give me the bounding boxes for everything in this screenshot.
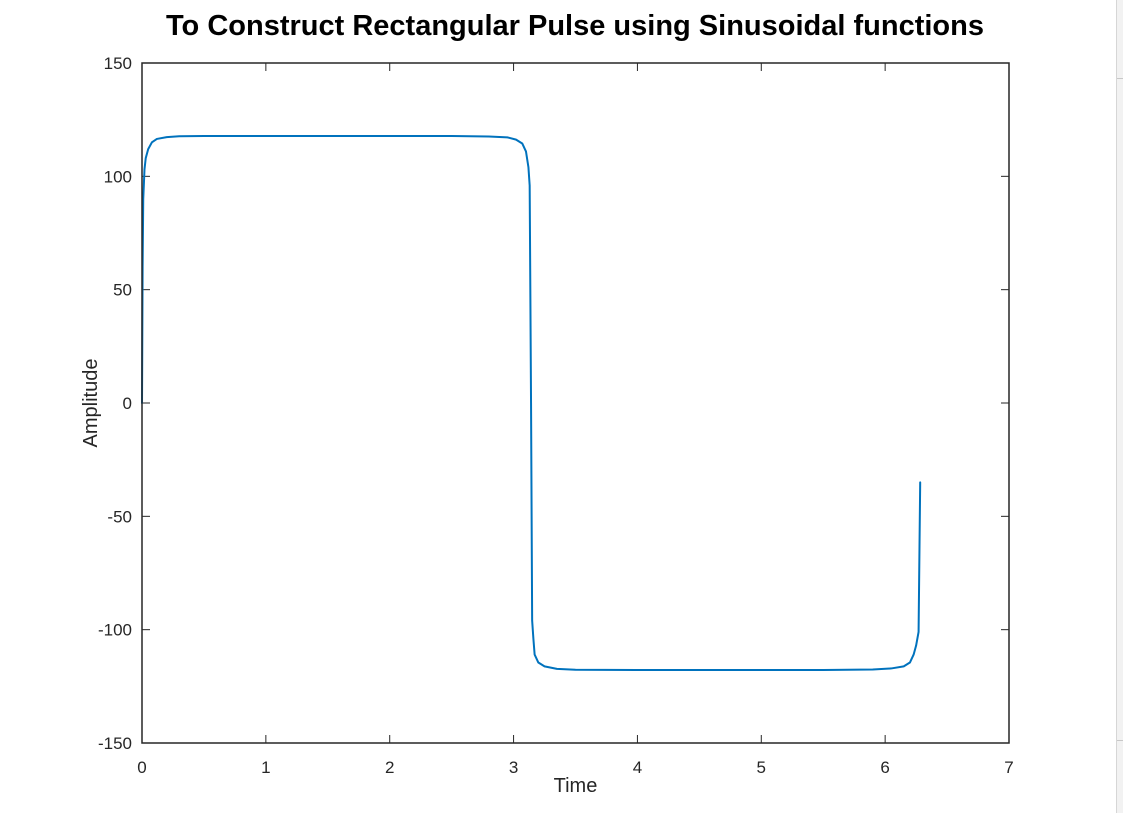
axes-box: [141, 62, 1010, 744]
x-tick-label-2: 2: [385, 758, 394, 777]
series-line-0: [141, 134, 922, 672]
window-edge-scrollbar[interactable]: [1116, 0, 1123, 813]
y-tick-label-6: -150: [98, 734, 132, 753]
y-axis-label: Amplitude: [80, 359, 102, 448]
y-tick-label-2: 50: [113, 281, 132, 300]
y-tick-label-0: 150: [104, 54, 132, 73]
x-axis-label: Time: [554, 775, 598, 797]
tick-labels-layer: 0 1 2 3 4 5 6 7 150 100 50 0 -50 -100 -150: [98, 54, 1014, 777]
y-tick-label-4: -50: [107, 507, 132, 526]
scrollbar-notch-bottom: [1117, 740, 1123, 741]
chart-title: To Construct Rectangular Pulse using Sin…: [166, 10, 984, 42]
y-tick-label-5: -100: [98, 621, 132, 640]
x-tick-label-4: 4: [633, 758, 642, 777]
y-tick-label-1: 100: [104, 167, 132, 186]
x-tick-label-3: 3: [509, 758, 518, 777]
scrollbar-notch-top: [1117, 78, 1123, 79]
x-tick-label-5: 5: [757, 758, 766, 777]
series-layer: [141, 134, 922, 672]
plot-area: [142, 63, 1009, 743]
y-tick-label-3: 0: [123, 394, 132, 413]
x-tick-label-0: 0: [137, 758, 146, 777]
x-tick-label-7: 7: [1004, 758, 1013, 777]
x-tick-label-1: 1: [261, 758, 270, 777]
x-tick-label-6: 6: [880, 758, 889, 777]
